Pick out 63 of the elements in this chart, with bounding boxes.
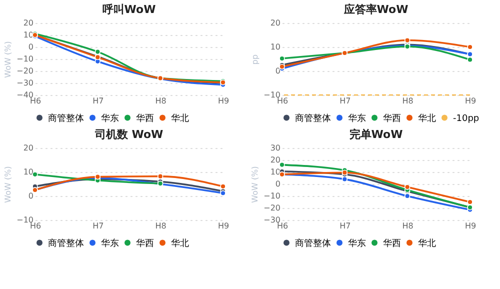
point: [220, 184, 226, 190]
chart-title: 完单WoW: [349, 128, 403, 141]
legend-label: 华东: [348, 112, 366, 124]
x-tick-label: H9: [464, 222, 476, 230]
legend-label: 华北: [171, 112, 189, 124]
legend-label: 华东: [101, 112, 119, 124]
x-tick-label: H6: [30, 96, 42, 106]
x-tick-label: H6: [276, 222, 288, 230]
y-tick-label: −30: [16, 78, 34, 88]
legend-label: 华北: [418, 112, 436, 124]
chart-title: 呼叫WoW: [102, 3, 156, 16]
y-tick-label: 0: [275, 66, 280, 76]
x-tick-label: H9: [218, 96, 230, 106]
y-axis-title: pp: [250, 54, 260, 65]
legend-label: 华北: [418, 238, 436, 249]
x-tick-label: H7: [340, 96, 351, 106]
x-tick-label: H6: [276, 96, 288, 106]
legend-label: 华西: [383, 238, 401, 249]
point: [404, 184, 410, 190]
x-tick-label: H7: [340, 222, 351, 230]
legend-label: 华北: [171, 238, 189, 249]
x-tick-label: H9: [218, 222, 230, 230]
y-tick-label: 20: [270, 156, 280, 164]
y-tick-label: 20: [270, 18, 280, 28]
x-tick-label: H7: [92, 96, 104, 106]
y-tick-label: 0: [28, 192, 34, 200]
y-tick-label: 20: [23, 18, 34, 28]
x-tick-label: H8: [155, 222, 166, 230]
x-tick-label: H8: [402, 222, 414, 230]
y-tick-label: −40: [16, 90, 34, 100]
y-tick-label: 10: [270, 42, 280, 52]
legend-label: 商管整体: [48, 238, 84, 249]
y-tick-label: 0: [28, 42, 34, 52]
chart-title: 司机数 WoW: [94, 128, 164, 141]
y-tick-label: −10: [264, 90, 280, 100]
y-tick-label: 0: [275, 180, 280, 188]
legend-label: 商管整体: [48, 112, 84, 124]
y-axis-title: WoW (%): [4, 166, 13, 203]
x-tick-label: H8: [402, 96, 414, 106]
legend-label: 华西: [383, 112, 401, 124]
y-tick-label: −10: [264, 192, 280, 200]
legend-label: 商管整体: [295, 112, 331, 124]
y-tick-label: −20: [264, 204, 280, 212]
y-tick-label: −20: [16, 66, 34, 76]
legend-label: 华东: [101, 238, 119, 249]
x-tick-label: H8: [155, 96, 166, 106]
y-tick-label: 30: [270, 144, 280, 152]
y-axis-title: WoW (%): [250, 166, 260, 203]
legend-label: 华西: [136, 238, 154, 249]
legend-label: 商管整体: [295, 238, 331, 249]
legend-label: 华西: [136, 112, 154, 124]
chart-title: 应答率WoW: [342, 3, 408, 16]
y-tick-label: −10: [16, 216, 34, 224]
y-tick-label: −30: [264, 216, 280, 224]
y-tick-label: 20: [23, 144, 34, 152]
y-tick-label: 10: [23, 168, 34, 176]
x-tick-label: H6: [30, 222, 42, 230]
x-tick-label: H7: [92, 222, 104, 230]
legend-label: -10pp: [453, 114, 480, 124]
x-tick-label: H9: [464, 96, 476, 106]
y-tick-label: −10: [16, 54, 34, 64]
legend-label: 华东: [348, 238, 366, 249]
y-axis-title: WoW (%): [4, 41, 13, 78]
